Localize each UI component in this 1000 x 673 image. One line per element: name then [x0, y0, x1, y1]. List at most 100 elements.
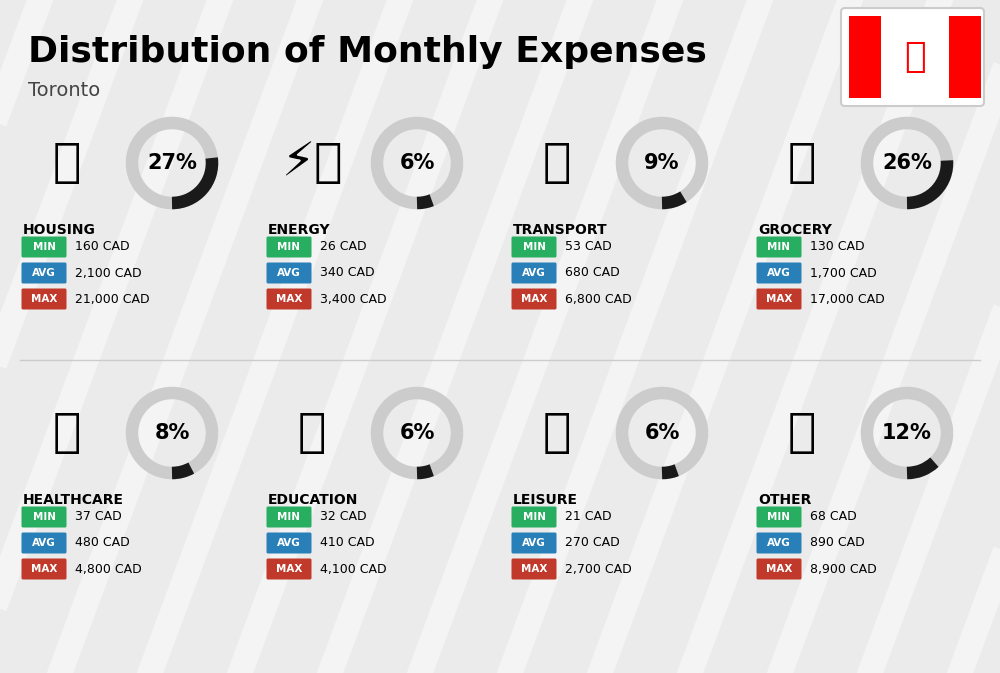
- FancyBboxPatch shape: [512, 236, 556, 258]
- FancyBboxPatch shape: [757, 289, 802, 310]
- FancyBboxPatch shape: [757, 507, 802, 528]
- FancyBboxPatch shape: [22, 507, 66, 528]
- FancyBboxPatch shape: [266, 507, 312, 528]
- Text: 480 CAD: 480 CAD: [75, 536, 130, 549]
- Text: MIN: MIN: [278, 242, 300, 252]
- Text: 680 CAD: 680 CAD: [565, 267, 620, 279]
- Text: 2,700 CAD: 2,700 CAD: [565, 563, 632, 575]
- Text: 8%: 8%: [154, 423, 190, 443]
- Text: 21,000 CAD: 21,000 CAD: [75, 293, 150, 306]
- Text: AVG: AVG: [32, 268, 56, 278]
- Text: MIN: MIN: [278, 512, 300, 522]
- Text: 68 CAD: 68 CAD: [810, 511, 857, 524]
- Text: 🛍️: 🛍️: [543, 411, 571, 456]
- FancyBboxPatch shape: [266, 236, 312, 258]
- FancyBboxPatch shape: [757, 559, 802, 579]
- Text: 4,100 CAD: 4,100 CAD: [320, 563, 387, 575]
- Text: AVG: AVG: [277, 268, 301, 278]
- Text: 890 CAD: 890 CAD: [810, 536, 865, 549]
- Text: 8,900 CAD: 8,900 CAD: [810, 563, 877, 575]
- Text: 🏢: 🏢: [53, 141, 81, 186]
- Text: Distribution of Monthly Expenses: Distribution of Monthly Expenses: [28, 35, 707, 69]
- Text: 130 CAD: 130 CAD: [810, 240, 865, 254]
- Text: 🏥: 🏥: [53, 411, 81, 456]
- Text: 37 CAD: 37 CAD: [75, 511, 122, 524]
- Text: AVG: AVG: [767, 538, 791, 548]
- Bar: [849, 16, 881, 98]
- Text: MIN: MIN: [768, 242, 790, 252]
- Text: ENERGY: ENERGY: [268, 223, 331, 237]
- Text: MAX: MAX: [276, 294, 302, 304]
- Text: HOUSING: HOUSING: [23, 223, 96, 237]
- Text: MAX: MAX: [31, 294, 57, 304]
- Bar: [881, 16, 949, 98]
- Text: ⚡🏠: ⚡🏠: [281, 141, 343, 186]
- Text: GROCERY: GROCERY: [758, 223, 832, 237]
- Text: 2,100 CAD: 2,100 CAD: [75, 267, 142, 279]
- Text: MIN: MIN: [522, 512, 546, 522]
- Text: 🛒: 🛒: [788, 141, 816, 186]
- Text: AVG: AVG: [277, 538, 301, 548]
- Text: 4,800 CAD: 4,800 CAD: [75, 563, 142, 575]
- Text: 270 CAD: 270 CAD: [565, 536, 620, 549]
- Text: 32 CAD: 32 CAD: [320, 511, 367, 524]
- Text: 🎓: 🎓: [298, 411, 326, 456]
- Text: 3,400 CAD: 3,400 CAD: [320, 293, 387, 306]
- Text: 6%: 6%: [399, 423, 435, 443]
- Text: MAX: MAX: [276, 564, 302, 574]
- FancyBboxPatch shape: [512, 532, 556, 553]
- Text: MAX: MAX: [521, 564, 547, 574]
- FancyBboxPatch shape: [22, 262, 66, 283]
- Text: 160 CAD: 160 CAD: [75, 240, 130, 254]
- FancyBboxPatch shape: [22, 236, 66, 258]
- FancyBboxPatch shape: [266, 262, 312, 283]
- Text: AVG: AVG: [522, 268, 546, 278]
- Text: 12%: 12%: [882, 423, 932, 443]
- FancyBboxPatch shape: [512, 559, 556, 579]
- FancyBboxPatch shape: [266, 532, 312, 553]
- FancyBboxPatch shape: [266, 289, 312, 310]
- Text: 26 CAD: 26 CAD: [320, 240, 367, 254]
- Text: EDUCATION: EDUCATION: [268, 493, 358, 507]
- Text: 🍁: 🍁: [904, 40, 926, 74]
- Text: 27%: 27%: [147, 153, 197, 173]
- Text: OTHER: OTHER: [758, 493, 811, 507]
- FancyBboxPatch shape: [22, 289, 66, 310]
- Text: TRANSPORT: TRANSPORT: [513, 223, 608, 237]
- FancyBboxPatch shape: [512, 262, 556, 283]
- Text: MIN: MIN: [522, 242, 546, 252]
- Text: 🚌: 🚌: [543, 141, 571, 186]
- Text: MIN: MIN: [32, 512, 56, 522]
- Text: 6,800 CAD: 6,800 CAD: [565, 293, 632, 306]
- Text: MAX: MAX: [766, 294, 792, 304]
- FancyBboxPatch shape: [22, 559, 66, 579]
- Text: 6%: 6%: [399, 153, 435, 173]
- Text: HEALTHCARE: HEALTHCARE: [23, 493, 124, 507]
- FancyBboxPatch shape: [841, 8, 984, 106]
- Text: 9%: 9%: [644, 153, 680, 173]
- Text: Toronto: Toronto: [28, 81, 100, 100]
- FancyBboxPatch shape: [757, 532, 802, 553]
- Text: MIN: MIN: [768, 512, 790, 522]
- FancyBboxPatch shape: [757, 262, 802, 283]
- Text: AVG: AVG: [522, 538, 546, 548]
- Text: MAX: MAX: [766, 564, 792, 574]
- Text: 340 CAD: 340 CAD: [320, 267, 375, 279]
- Text: LEISURE: LEISURE: [513, 493, 578, 507]
- Text: AVG: AVG: [767, 268, 791, 278]
- FancyBboxPatch shape: [512, 507, 556, 528]
- Text: 26%: 26%: [882, 153, 932, 173]
- Text: 💰: 💰: [788, 411, 816, 456]
- Text: 6%: 6%: [644, 423, 680, 443]
- Text: 1,700 CAD: 1,700 CAD: [810, 267, 877, 279]
- Text: 53 CAD: 53 CAD: [565, 240, 612, 254]
- FancyBboxPatch shape: [757, 236, 802, 258]
- Text: 17,000 CAD: 17,000 CAD: [810, 293, 885, 306]
- FancyBboxPatch shape: [22, 532, 66, 553]
- Text: MAX: MAX: [31, 564, 57, 574]
- Text: AVG: AVG: [32, 538, 56, 548]
- Bar: [949, 16, 981, 98]
- FancyBboxPatch shape: [512, 289, 556, 310]
- Text: 21 CAD: 21 CAD: [565, 511, 612, 524]
- Text: MAX: MAX: [521, 294, 547, 304]
